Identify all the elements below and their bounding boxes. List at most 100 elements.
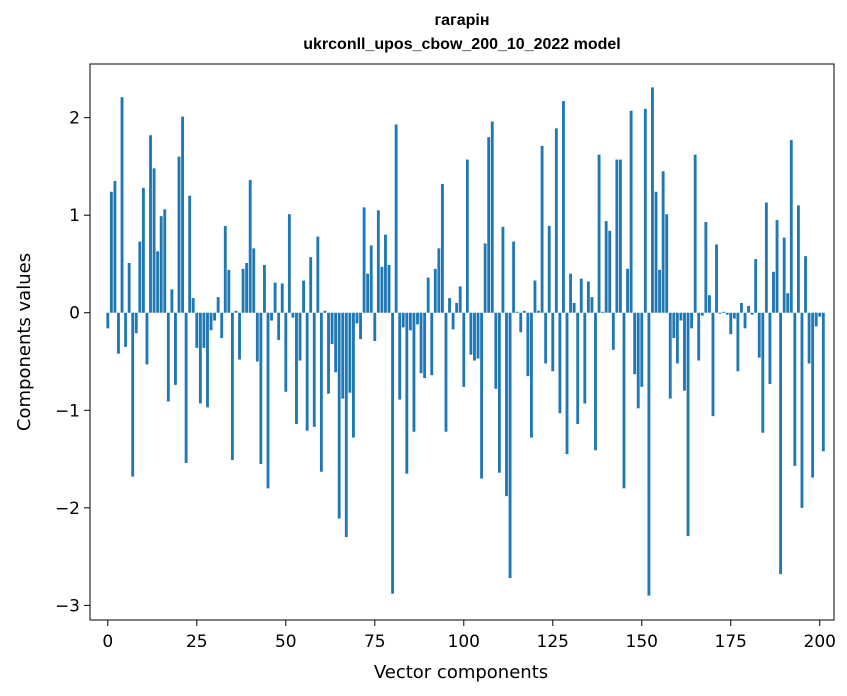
bar [597,154,601,313]
bar [782,237,786,313]
x-tick-label: 200 [804,632,836,652]
x-tick-label: 0 [102,632,113,652]
bar [334,312,338,373]
bar [736,312,740,372]
bar [615,159,619,313]
bar [757,312,761,358]
bar [715,244,718,313]
bar [789,140,793,313]
bar [309,257,313,313]
bar [441,183,444,313]
bar [223,225,227,313]
bar [576,312,580,424]
bar-series [106,87,825,596]
bar [120,97,124,313]
bar [384,234,387,313]
bar [505,312,508,497]
bar [305,312,309,431]
bar [821,312,825,452]
bar [544,312,548,364]
bar [387,264,391,313]
bar [807,312,811,364]
bar [184,312,188,463]
bar [426,277,430,313]
bar [768,312,772,384]
x-tick-label: 150 [626,632,658,652]
bar [793,312,797,466]
bar [209,312,213,331]
bar [430,312,434,376]
bar [330,312,334,344]
bar [248,180,252,313]
bar [626,268,629,313]
bar [145,312,149,365]
bar [722,311,726,313]
bar [302,280,306,313]
bar [213,312,217,321]
bar [772,271,775,313]
bar [451,312,455,330]
bar [352,312,355,438]
bar [455,302,459,313]
bar [416,312,419,325]
bar [259,312,263,464]
bar [141,187,145,313]
bar [515,311,519,313]
bar [462,312,466,387]
bar [697,312,701,361]
bar [740,302,743,313]
bar [562,101,565,313]
bar [672,312,676,339]
bar [629,110,633,313]
y-tick-label: −2 [55,499,80,519]
bar [344,312,348,538]
bar [131,312,135,477]
bar [327,312,330,394]
bar [786,293,790,313]
bar [109,191,113,313]
bar [295,312,298,424]
bar [291,312,295,318]
bar [152,168,156,313]
bar [316,236,320,313]
bar [747,305,750,313]
bar [473,312,476,361]
bar [690,312,694,329]
bar [586,281,590,313]
y-tick-label: −3 [55,596,80,616]
bar [529,312,533,438]
bar [643,108,647,313]
bar [775,220,779,313]
bar [668,312,672,399]
bar [537,310,540,313]
bar [134,312,138,334]
bar [227,269,231,313]
bar [800,312,804,508]
bar [270,312,273,321]
bar [106,312,110,329]
chart-title-line-1: гагарін [434,12,490,29]
bar [376,210,380,313]
bar [166,312,170,402]
x-tick-label: 100 [448,632,480,652]
bar [704,222,708,313]
bar [238,312,241,360]
bar [512,241,516,313]
bar [540,145,544,313]
bar [355,312,359,324]
bar [177,156,181,313]
bar [266,312,270,489]
bar [622,312,626,489]
bar [398,312,402,400]
bar [572,302,576,313]
bar [337,312,341,519]
y-tick-label: 0 [69,304,80,324]
bar [665,214,669,313]
bar [230,312,234,461]
bar [480,312,484,479]
bar [729,312,733,335]
bar [191,298,195,313]
x-axis-label: Vector components [374,662,548,683]
